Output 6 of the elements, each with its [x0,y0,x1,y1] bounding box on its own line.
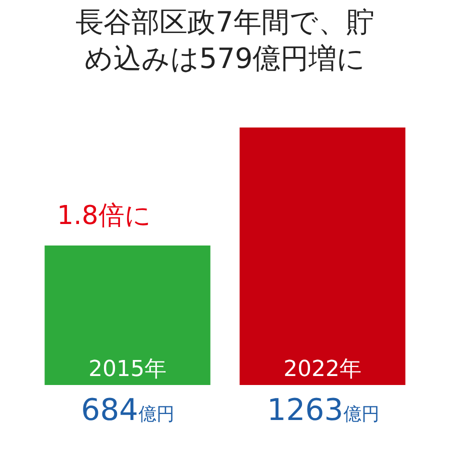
annotation: 1.8倍に [57,201,152,231]
chart-title: 長谷部区政7年間で、貯め込みは579億円増に [76,6,374,75]
x-tick-label: 2015年 [88,357,167,382]
data-label: 1263億円 [267,393,380,428]
x-tick-label: 2022年 [284,357,362,382]
data-label: 684億円 [81,393,174,428]
